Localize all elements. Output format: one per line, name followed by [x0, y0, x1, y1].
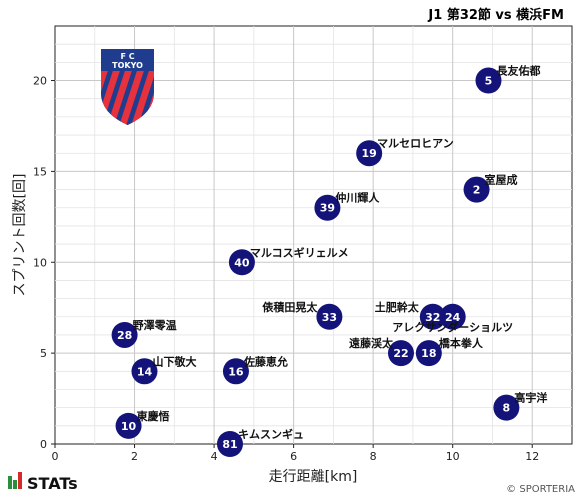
point-marker: [115, 412, 142, 439]
player-point: 2 室屋成: [463, 173, 518, 203]
x-axis-label: 走行距離[km]: [269, 468, 358, 485]
point-marker: [131, 358, 158, 385]
player-number: 39: [320, 202, 335, 215]
player-number: 40: [234, 256, 250, 269]
player-name: 山下敬大: [152, 354, 196, 368]
player-name: 橋本拳人: [439, 336, 484, 350]
x-tick-label: 4: [211, 450, 218, 463]
player-name: アレクサンダーショルツ: [392, 320, 513, 334]
player-name: 高宇洋: [514, 391, 547, 405]
point-marker: [493, 394, 520, 421]
player-number: 10: [121, 420, 137, 433]
player-number: 19: [362, 147, 377, 160]
player-number: 2: [473, 184, 481, 197]
x-tick-label: 6: [290, 450, 297, 463]
x-tick-label: 8: [370, 450, 377, 463]
player-name: マルコスギリェルメ: [250, 245, 349, 259]
stats-logo-text: STATs: [27, 474, 78, 493]
y-tick-label: 20: [33, 75, 47, 88]
point-marker: [216, 431, 243, 457]
svg-text:TOKYO: TOKYO: [112, 61, 143, 70]
player-number: 28: [117, 329, 132, 342]
point-marker: [439, 303, 466, 330]
x-tick-label: 10: [446, 450, 460, 463]
player-name: 遠藤渓太: [349, 336, 394, 350]
player-name: 室屋成: [485, 173, 518, 187]
player-name: 佐藤恵允: [243, 354, 288, 368]
point-marker: [356, 140, 383, 167]
x-tick-label: 2: [131, 450, 138, 463]
player-point: 32 土肥幹太: [375, 300, 446, 330]
player-number: 33: [322, 311, 337, 324]
player-name: マルセロヒアン: [377, 137, 454, 150]
y-tick-label: 10: [33, 256, 47, 269]
y-tick-label: 0: [40, 438, 47, 451]
point-marker: [463, 176, 490, 203]
chart-title: J1 第32節 vs 横浜FM: [427, 7, 564, 23]
x-tick-label: 0: [52, 450, 59, 463]
point-marker: [419, 303, 446, 330]
point-marker: [111, 321, 138, 348]
player-point: 33 俵積田晃太: [262, 300, 343, 330]
player-name: 俵積田晃太: [262, 300, 318, 314]
player-number: 16: [228, 365, 244, 378]
player-number: 81: [222, 438, 237, 451]
stats-logo: STATs: [8, 472, 78, 493]
fc-tokyo-crest: F C TOKYO: [101, 49, 154, 125]
player-number: 32: [425, 311, 440, 324]
y-axis-label: スプリント回数[回]: [12, 174, 28, 297]
y-tick-label: 15: [33, 165, 47, 178]
player-name: 東慶悟: [137, 409, 170, 423]
point-marker: [316, 303, 343, 330]
player-name: 野澤零温: [133, 318, 177, 332]
copyright-text: © SPORTERIA: [506, 484, 575, 495]
player-number: 18: [421, 347, 436, 360]
point-marker: [314, 194, 341, 221]
player-name: 仲川輝人: [335, 191, 380, 205]
player-name: キムスンギュ: [238, 427, 304, 441]
player-number: 14: [137, 365, 153, 378]
point-marker: [222, 358, 249, 385]
player-number: 24: [445, 311, 461, 324]
point-marker: [387, 340, 414, 367]
player-name: 土肥幹太: [375, 300, 420, 314]
svg-text:F C: F C: [120, 52, 134, 61]
player-number: 5: [485, 75, 493, 88]
point-marker: [415, 340, 442, 367]
player-name: 長友佑都: [496, 64, 540, 78]
player-number: 22: [393, 347, 408, 360]
player-number: 8: [503, 402, 511, 415]
x-tick-label: 12: [525, 450, 539, 463]
y-tick-label: 5: [40, 347, 47, 360]
point-marker: [475, 67, 502, 94]
stats-logo-icon: [8, 476, 12, 489]
point-marker: [228, 249, 255, 276]
